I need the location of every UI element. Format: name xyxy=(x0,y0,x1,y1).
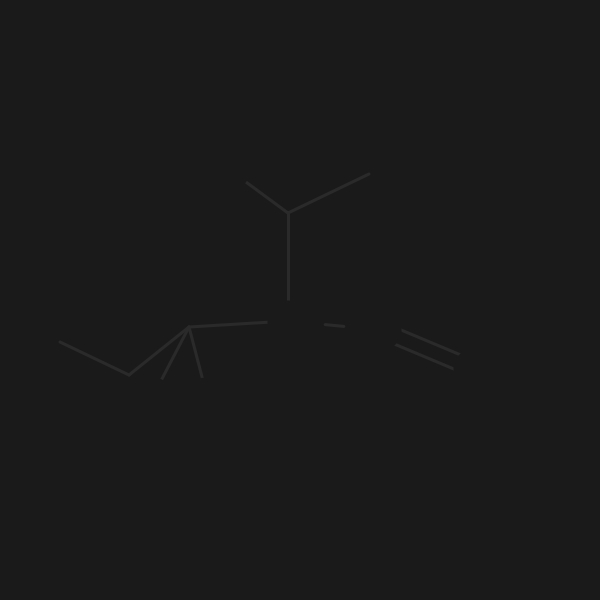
Text: D: D xyxy=(142,382,164,410)
Circle shape xyxy=(454,349,494,389)
Circle shape xyxy=(268,301,308,341)
Text: D: D xyxy=(220,157,242,185)
Text: N: N xyxy=(371,316,391,344)
Text: N: N xyxy=(278,307,298,335)
Circle shape xyxy=(213,153,249,189)
Text: D: D xyxy=(196,382,218,410)
Text: D: D xyxy=(292,155,314,183)
Circle shape xyxy=(189,378,225,414)
Text: O: O xyxy=(463,355,485,383)
Circle shape xyxy=(135,378,171,414)
Circle shape xyxy=(285,151,321,187)
Circle shape xyxy=(361,310,401,350)
